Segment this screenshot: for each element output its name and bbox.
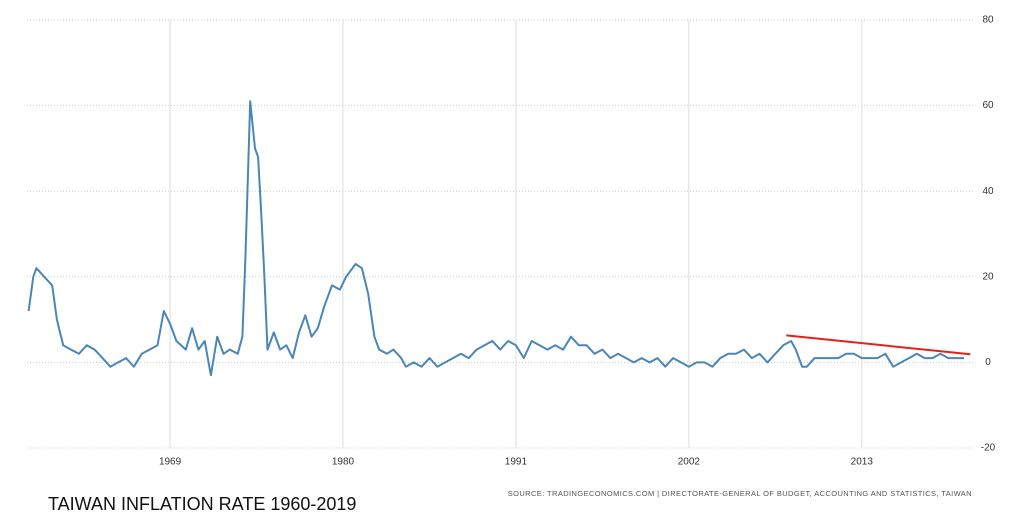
- y-tick-label: 60: [982, 100, 994, 111]
- x-tick-label: 2013: [851, 457, 874, 468]
- y-tick-label: 40: [982, 186, 994, 197]
- y-tick-label: 80: [982, 15, 994, 26]
- x-tick-label: 1991: [505, 457, 528, 468]
- trend-line: [786, 334, 971, 356]
- x-tick-label: 2002: [678, 457, 701, 468]
- data-line: [27, 100, 964, 377]
- source: SOURCE: TRADINGECONOMICS.COM | DIRECTORA…: [508, 489, 972, 498]
- y-tick-label: -20: [981, 443, 996, 454]
- y-tick-label: 20: [982, 271, 994, 282]
- x-tick-label: 1969: [159, 457, 182, 468]
- chart-title: TAIWAN INFLATION RATE 1960-2019: [48, 494, 356, 514]
- y-tick-label: 0: [985, 357, 991, 368]
- x-tick-label: 1980: [332, 457, 355, 468]
